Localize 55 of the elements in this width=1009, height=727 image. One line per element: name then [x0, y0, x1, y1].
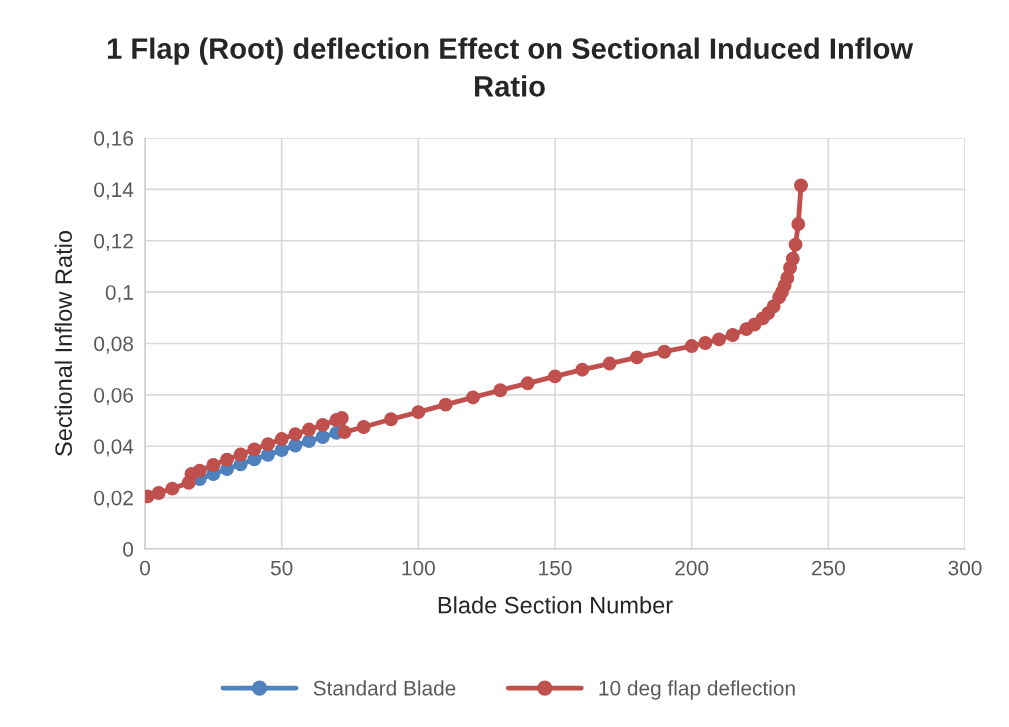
point [794, 178, 808, 193]
point [548, 369, 562, 384]
point [315, 430, 330, 444]
point [785, 251, 800, 266]
x-tick-label: 250 [812, 560, 845, 576]
chart-title: 1 Flap (Root) deflection Effect on Sectional Induced Inflow Ratio [107, 37, 914, 97]
x-tick-label: 0 [140, 560, 150, 576]
legend-label: 10 deg flap deflection [599, 680, 795, 700]
x-tick-label: 50 [270, 560, 293, 576]
y-tick-label: 0,06 [94, 387, 133, 406]
point [493, 383, 508, 398]
point [384, 412, 398, 427]
x-tick-label: 200 [675, 560, 709, 576]
y-tick-label: 0 [123, 542, 134, 557]
point [788, 237, 803, 252]
point [657, 344, 672, 359]
point [165, 481, 180, 496]
point [712, 332, 726, 347]
x-tick-label: 100 [402, 560, 435, 576]
point [315, 417, 330, 432]
point [261, 437, 275, 452]
point [247, 442, 262, 457]
point [791, 217, 806, 231]
point [698, 336, 713, 350]
point [725, 328, 740, 342]
x-axis-title: Blade Section Number [438, 596, 673, 614]
point [520, 376, 535, 391]
point [220, 452, 234, 467]
point [684, 339, 699, 354]
point [288, 427, 303, 442]
legend-label: Standard Blade [313, 680, 456, 696]
point [233, 447, 248, 462]
y-tick-label: 0,04 [94, 439, 134, 457]
y-tick-label: 0,16 [94, 131, 133, 149]
y-tick-label: 0,1 [105, 285, 133, 303]
point [411, 405, 426, 420]
point [356, 420, 371, 434]
y-axis-title: Sectional Inflow Ratio [54, 230, 73, 456]
point [602, 356, 617, 371]
y-tick-label: 0,14 [94, 182, 134, 200]
x-tick-label: 300 [948, 560, 982, 576]
point [575, 362, 590, 377]
y-tick-label: 0,02 [94, 490, 133, 508]
point [206, 458, 221, 472]
y-tick-label: 0,08 [94, 336, 133, 354]
y-tick-label: 0,12 [94, 233, 133, 251]
point [302, 434, 316, 449]
point [466, 390, 480, 405]
point [438, 397, 453, 412]
point [630, 350, 644, 365]
point [192, 463, 207, 478]
point [151, 486, 166, 500]
x-tick-label: 150 [539, 560, 572, 576]
point [274, 432, 289, 447]
point [302, 422, 316, 437]
